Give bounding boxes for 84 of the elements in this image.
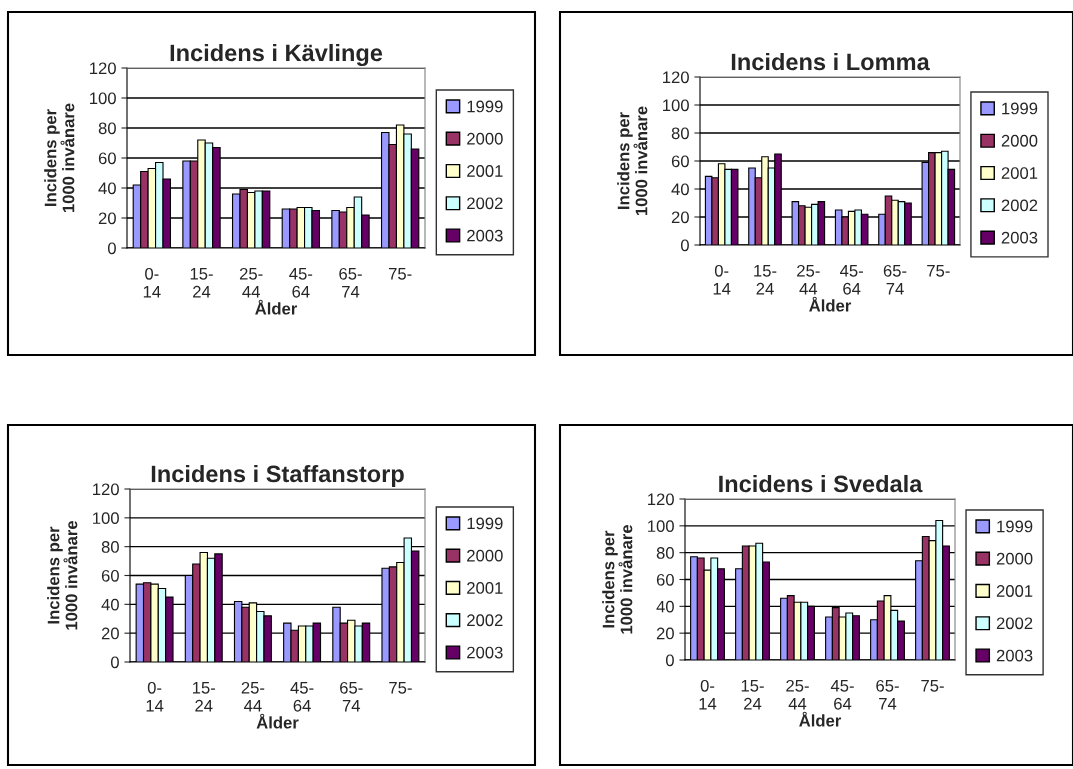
legend-label: 2000 — [1001, 134, 1038, 147]
x-tick-label: 65- 74 — [883, 264, 907, 295]
legend-label: 1999 — [467, 517, 503, 530]
y-axis-title: Incidens per 1000 invånare — [44, 103, 75, 213]
x-tick-label: 0- 14 — [699, 679, 717, 710]
x-tick-label: 45- 64 — [840, 265, 863, 295]
legend-label: 2003 — [1001, 231, 1038, 244]
x-tick-label: 65- 74 — [876, 679, 899, 710]
x-tick-label: 75- — [388, 268, 412, 280]
y-tick-label: 40 — [101, 598, 119, 611]
y-tick-label: 0 — [107, 242, 116, 255]
y-tick-label: 80 — [656, 547, 674, 559]
x-tick-label: 45- 64 — [830, 680, 854, 710]
x-tick-label: 0- 14 — [146, 681, 164, 712]
legend-label: 2003 — [996, 649, 1033, 662]
legend-label: 2002 — [996, 617, 1033, 630]
legend-label: 1999 — [1002, 102, 1038, 115]
x-axis-title: Ålder — [809, 296, 852, 312]
y-tick-label: 100 — [648, 520, 674, 533]
x-tick-label: 45- 64 — [289, 268, 313, 298]
x-tick-label: 25- 44 — [786, 679, 809, 710]
legend-label: 2001 — [467, 165, 503, 177]
legend-label: 2003 — [467, 646, 503, 659]
y-tick-label: 20 — [98, 212, 116, 225]
y-tick-label: 20 — [671, 211, 689, 224]
legend-label: 2000 — [467, 549, 503, 562]
y-tick-label: 40 — [656, 600, 674, 613]
legend-label: 2001 — [1001, 167, 1038, 179]
y-axis-title: Incidens per 1000 invånare — [602, 524, 633, 634]
x-tick-label: 25- 44 — [241, 681, 265, 712]
x-tick-label: 75- — [921, 680, 944, 692]
y-tick-label: 80 — [671, 127, 689, 140]
y-tick-label: 120 — [90, 62, 116, 75]
x-tick-label: 45- 64 — [290, 682, 314, 712]
y-axis-title: Incidens per 1000 invånare — [47, 520, 78, 630]
y-tick-label: 60 — [656, 573, 674, 586]
x-tick-label: 0- 14 — [713, 264, 731, 295]
y-tick-label: 120 — [663, 71, 689, 84]
y-tick-label: 120 — [93, 483, 119, 496]
x-axis-title: Ålder — [256, 713, 299, 729]
y-tick-label: 40 — [671, 183, 689, 196]
y-tick-label: 0 — [110, 656, 119, 669]
chart-title: Incidens i Kävlinge — [170, 43, 383, 67]
x-tick-label: 15- 24 — [741, 680, 764, 710]
x-tick-label: 25- 44 — [239, 267, 263, 298]
chart-title: Incidens i Staffanstorp — [151, 464, 404, 487]
legend-label: 2002 — [467, 197, 503, 210]
chart-title: Incidens i Svedala — [719, 474, 923, 493]
x-tick-label: 75- — [927, 265, 950, 277]
y-tick-label: 0 — [665, 654, 674, 667]
x-axis-title: Ålder — [799, 711, 842, 727]
legend-label: 2001 — [996, 585, 1033, 597]
x-tick-label: 25- 44 — [797, 264, 820, 295]
legend-label: 2002 — [1001, 199, 1038, 212]
legend-label: 2000 — [467, 132, 503, 145]
y-tick-label: 40 — [98, 182, 116, 195]
x-tick-label: 15- 24 — [192, 682, 216, 712]
y-tick-label: 80 — [98, 122, 116, 135]
x-tick-label: 0- 14 — [143, 267, 161, 298]
y-tick-label: 60 — [671, 155, 689, 168]
x-tick-label: 75- — [389, 682, 412, 694]
y-tick-label: 100 — [90, 92, 116, 105]
legend-label: 2000 — [996, 552, 1033, 565]
chart-title: Incidens i Lomma — [731, 52, 930, 71]
x-tick-label: 65- 74 — [340, 681, 363, 712]
legend-label: 2001 — [467, 582, 503, 594]
legend-label: 1999 — [467, 100, 503, 113]
y-tick-label: 60 — [101, 569, 119, 582]
x-axis-title: Ålder — [255, 299, 298, 315]
y-tick-label: 0 — [680, 239, 689, 252]
y-tick-label: 120 — [648, 493, 674, 506]
y-tick-label: 20 — [101, 627, 119, 640]
y-tick-label: 20 — [656, 627, 674, 640]
x-tick-label: 65- 74 — [339, 267, 362, 298]
x-tick-label: 15- 24 — [190, 268, 213, 298]
legend-label: 1999 — [997, 520, 1033, 533]
y-tick-label: 60 — [98, 152, 116, 165]
y-tick-label: 100 — [663, 99, 689, 112]
y-tick-label: 100 — [93, 512, 119, 525]
y-tick-label: 80 — [101, 541, 119, 553]
x-tick-label: 15- 24 — [754, 265, 777, 295]
legend-label: 2002 — [467, 614, 503, 627]
y-axis-title: Incidens per 1000 invånare — [617, 106, 648, 216]
legend-label: 2003 — [467, 229, 503, 242]
